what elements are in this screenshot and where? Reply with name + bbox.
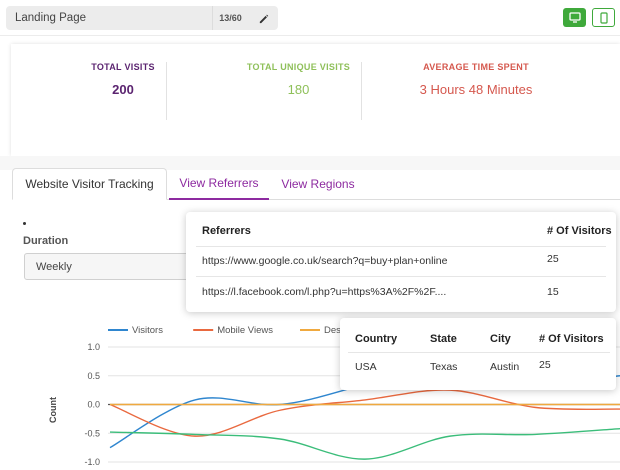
stat-average-time: AVERAGE TIME SPENT 3 Hours 48 Minutes <box>406 62 546 97</box>
stat-label: TOTAL VISITS <box>91 62 155 72</box>
referrer-visitors: 25 <box>547 253 559 265</box>
legend-label[interactable]: Visitors <box>132 325 163 336</box>
char-counter: 13/60 <box>212 6 248 30</box>
region-state: Texas <box>430 361 458 373</box>
page-title-field[interactable]: Landing Page 13/60 <box>6 6 278 30</box>
referrer-url[interactable]: https://l.facebook.com/l.php?u=https%3A%… <box>202 286 447 298</box>
stat-unique-visits: TOTAL UNIQUE VISITS 180 <box>236 62 361 97</box>
divider <box>166 62 167 120</box>
y-tick-label: 0.0 <box>87 400 100 410</box>
stat-value: 200 <box>112 82 134 97</box>
city-header: City <box>490 333 511 345</box>
stats-card: TOTAL VISITS 200 TOTAL UNIQUE VISITS 180… <box>11 44 620 156</box>
duration-select[interactable]: Weekly <box>24 253 194 280</box>
y-tick-label: -1.0 <box>84 457 100 467</box>
referrer-url[interactable]: https://www.google.co.uk/search?q=buy+pl… <box>202 255 448 267</box>
bullet-dot <box>23 222 26 225</box>
country-header: Country <box>355 333 398 345</box>
y-tick-label: 0.5 <box>87 371 100 381</box>
region-city: Austin <box>490 361 520 373</box>
stat-total-visits: TOTAL VISITS 200 <box>81 62 165 97</box>
mobile-icon <box>599 11 608 24</box>
divider <box>196 276 606 277</box>
divider <box>361 62 362 120</box>
series-line <box>109 427 620 460</box>
page-title-input[interactable]: Landing Page <box>15 12 86 24</box>
tab-view-regions[interactable]: View Regions <box>281 177 355 191</box>
referrer-visitors: 15 <box>547 286 559 298</box>
pencil-icon <box>259 14 268 23</box>
top-bar: Landing Page 13/60 <box>0 0 620 36</box>
stat-value: 180 <box>287 82 310 97</box>
referrers-header: Referrers <box>202 225 251 237</box>
duration-label: Duration <box>23 235 69 247</box>
region-visitors: 25 <box>539 359 551 371</box>
series-line <box>109 389 620 437</box>
edit-title-button[interactable] <box>248 6 278 30</box>
y-axis-label: Count <box>48 397 58 423</box>
visitors-count-header: # Of Visitors <box>539 333 604 345</box>
region-country: USA <box>355 361 377 373</box>
y-tick-label: -0.5 <box>84 428 100 438</box>
divider <box>348 352 610 353</box>
divider <box>196 246 606 247</box>
tab-view-referrers[interactable]: View Referrers <box>169 168 269 200</box>
y-tick-label: 1.0 <box>87 342 100 352</box>
stat-value: 3 Hours 48 Minutes <box>419 82 533 97</box>
state-header: State <box>430 333 457 345</box>
legend-label[interactable]: Mobile Views <box>217 325 273 336</box>
regions-popup: Country State City # Of Visitors USA Tex… <box>340 318 616 390</box>
y-axis-ticks: 1.0 0.5 0.0 -0.5 -1.0 <box>84 342 100 467</box>
referrers-popup: Referrers # Of Visitors https://www.goog… <box>186 212 616 312</box>
stat-label: AVERAGE TIME SPENT <box>423 62 529 72</box>
mobile-view-button[interactable] <box>592 8 615 27</box>
section-gap <box>0 156 620 170</box>
desktop-icon <box>568 12 581 23</box>
tab-bar: Website Visitor Tracking View Referrers … <box>12 168 620 200</box>
stat-label: TOTAL UNIQUE VISITS <box>246 62 351 72</box>
visitors-count-header: # Of Visitors <box>547 225 612 237</box>
desktop-view-button[interactable] <box>563 8 586 27</box>
tab-website-visitor-tracking[interactable]: Website Visitor Tracking <box>12 168 167 200</box>
